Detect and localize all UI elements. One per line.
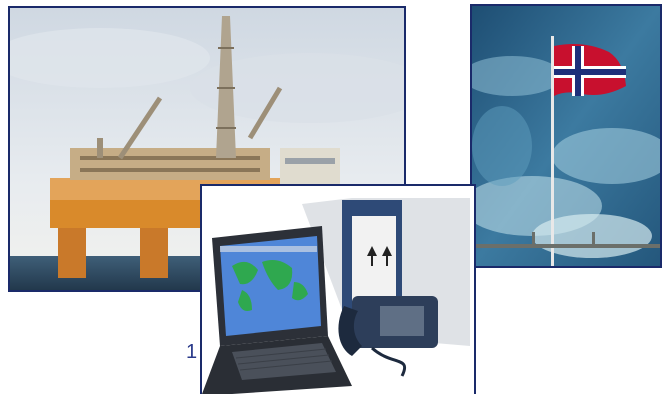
norwegian-flag-image bbox=[472, 6, 660, 266]
norwegian-flag-photo bbox=[470, 4, 662, 268]
laptop-satellite-phone-photo bbox=[200, 184, 476, 394]
caption-number: 1 bbox=[186, 341, 198, 363]
laptop-satellite-phone-image bbox=[202, 186, 474, 394]
